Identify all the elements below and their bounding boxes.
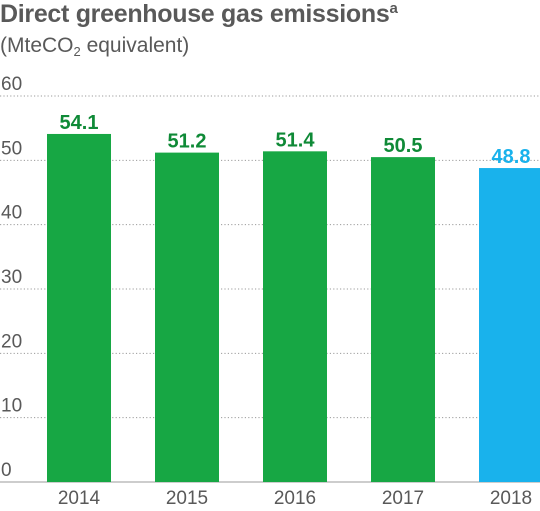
chart-subtitle: (MteCO2 equivalent) [0,34,189,59]
y-tick-label: 60 [1,74,22,95]
data-label: 51.4 [276,129,316,151]
y-tick-label: 0 [1,460,12,481]
data-label: 50.5 [384,135,423,157]
bar [371,157,435,482]
bar [479,168,540,482]
x-tick-label: 2014 [58,488,101,509]
y-tick-label: 20 [1,331,22,352]
y-tick-label: 10 [1,396,22,417]
y-tick-label: 40 [1,203,22,224]
x-tick-label: 2015 [166,488,208,509]
subtitle-subscript: 2 [73,44,81,59]
x-tick-label: 2016 [274,488,316,509]
y-tick-label: 30 [1,267,22,288]
bar [263,151,327,482]
bar [155,152,219,482]
subtitle-post: equivalent) [80,34,190,57]
title-footnote-marker: a [389,0,398,17]
x-tick-label: 2018 [490,488,532,509]
x-tick-label: 2017 [382,488,424,509]
data-label: 48.8 [492,146,531,168]
chart-title: Direct greenhouse gas emissionsa [0,0,398,29]
subtitle-pre: (MteCO [0,34,74,57]
chart-title-text: Direct greenhouse gas emissions [0,0,390,28]
bar [47,133,111,482]
y-tick-label: 50 [1,138,22,159]
data-label: 51.2 [168,131,207,153]
data-label: 54.1 [60,112,99,134]
